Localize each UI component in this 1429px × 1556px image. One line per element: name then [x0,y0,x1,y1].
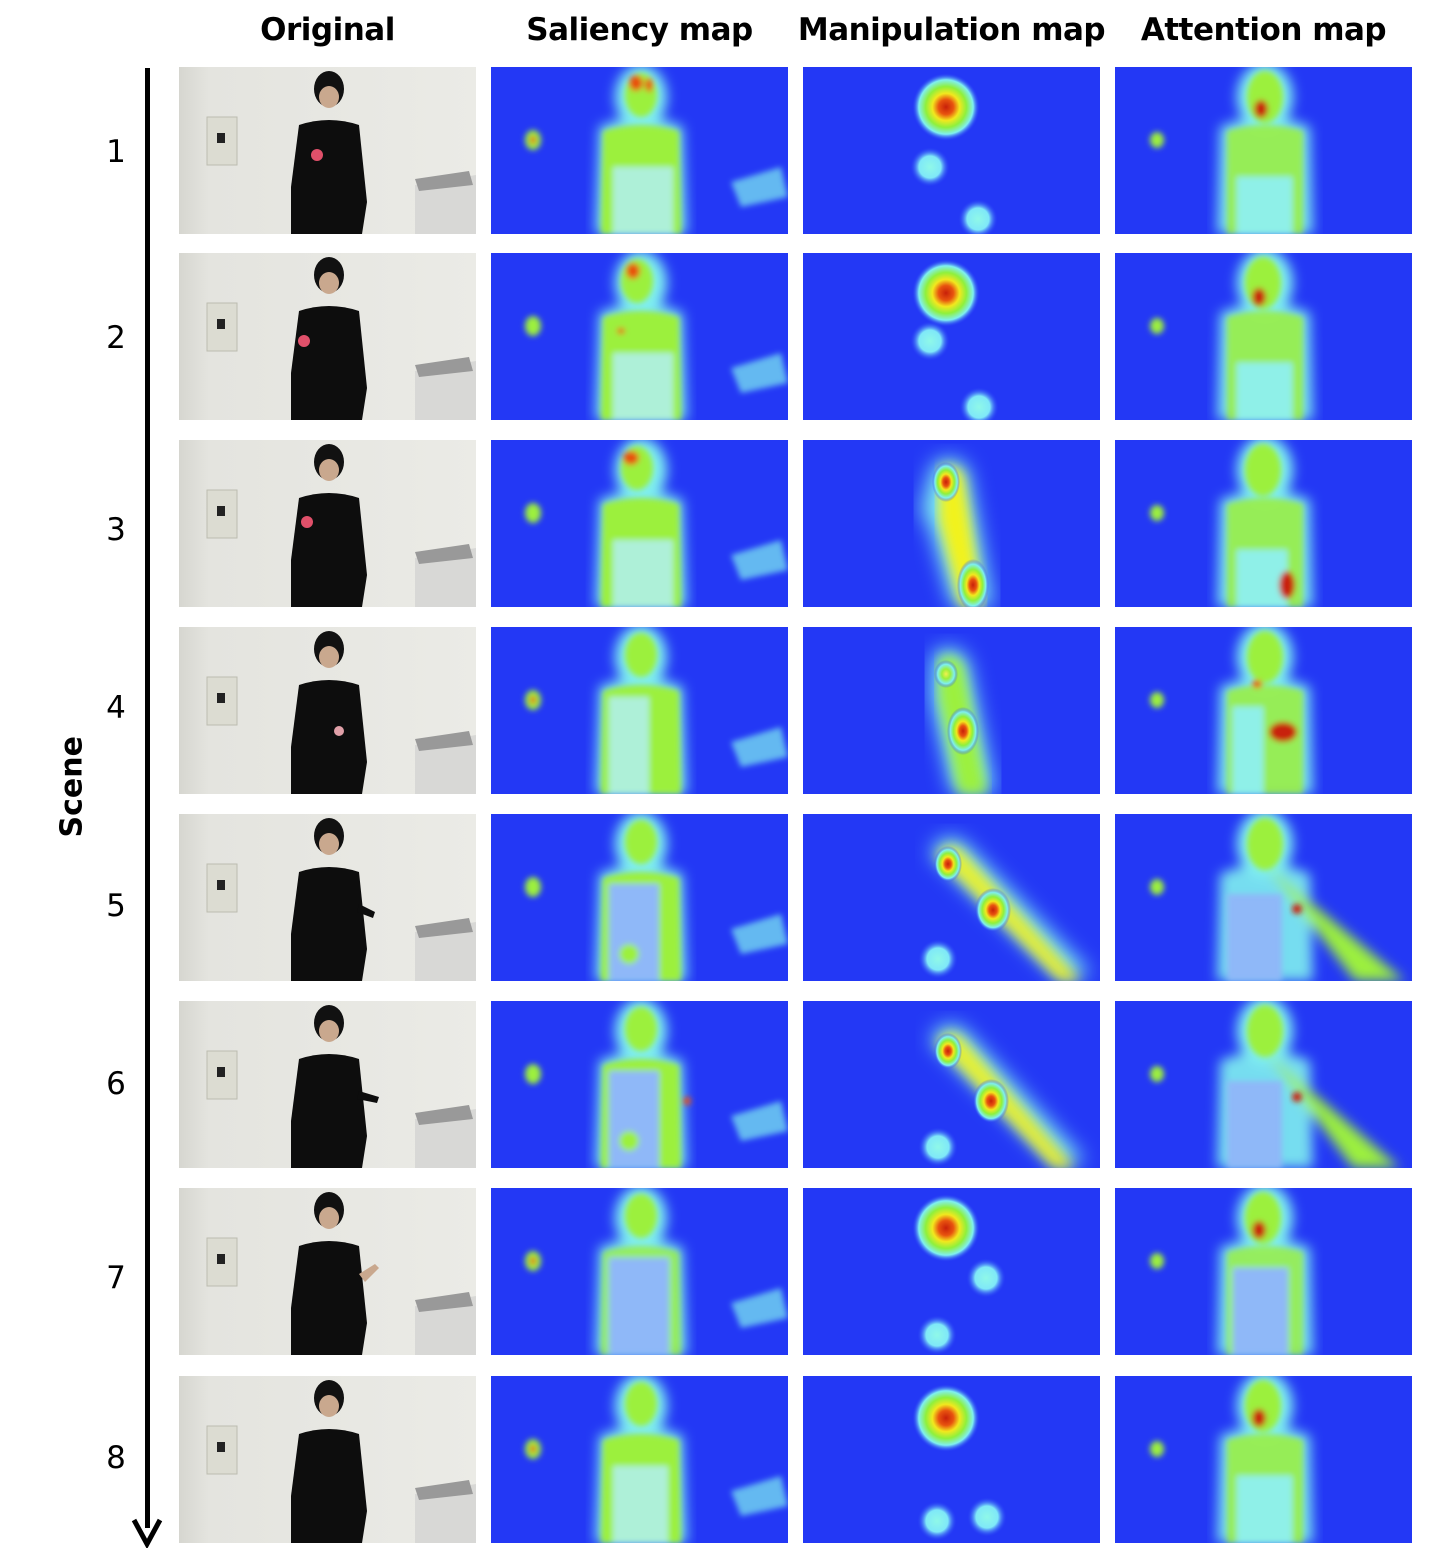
attention-map-scene-4 [1115,627,1412,794]
attention-map-scene-3 [1115,440,1412,607]
saliency-map-scene-6 [491,1001,788,1168]
row-label-4: 4 [106,690,126,726]
manipulation-map-scene-6 [803,1001,1100,1168]
attention-map-scene-1 [1115,67,1412,234]
saliency-map-scene-8 [491,1376,788,1543]
attention-map-scene-5 [1115,814,1412,981]
row-label-3: 3 [106,512,126,548]
original-image-scene-4 [179,627,476,794]
scene-axis-line [145,68,150,1528]
attention-map-scene-8 [1115,1376,1412,1543]
attention-map-scene-2 [1115,253,1412,420]
row-label-8: 8 [106,1440,126,1476]
manipulation-map-scene-4 [803,627,1100,794]
saliency-map-scene-7 [491,1188,788,1355]
saliency-map-scene-3 [491,440,788,607]
original-image-scene-8 [179,1376,476,1543]
saliency-map-scene-1 [491,67,788,234]
saliency-map-scene-4 [491,627,788,794]
original-image-scene-2 [179,253,476,420]
original-image-scene-6 [179,1001,476,1168]
attention-map-scene-7 [1115,1188,1412,1355]
original-image-scene-3 [179,440,476,607]
original-image-scene-1 [179,67,476,234]
original-image-scene-7 [179,1188,476,1355]
row-label-7: 7 [106,1260,126,1296]
original-image-scene-5 [179,814,476,981]
manipulation-map-scene-2 [803,253,1100,420]
column-header-attention-map: Attention map [1140,12,1387,48]
scene-axis-title: Scene [54,736,90,838]
row-label-2: 2 [106,320,126,356]
attention-map-scene-6 [1115,1001,1412,1168]
manipulation-map-scene-7 [803,1188,1100,1355]
row-label-5: 5 [106,888,126,924]
column-header-original: Original [260,12,395,48]
manipulation-map-scene-3 [803,440,1100,607]
arrow-down-icon [131,1518,163,1548]
column-header-saliency-map: Saliency map [526,12,753,48]
manipulation-map-scene-8 [803,1376,1100,1543]
saliency-map-scene-5 [491,814,788,981]
row-label-6: 6 [106,1066,126,1102]
row-label-1: 1 [106,134,126,170]
manipulation-map-scene-1 [803,67,1100,234]
manipulation-map-scene-5 [803,814,1100,981]
saliency-map-scene-2 [491,253,788,420]
column-header-manipulation-map: Manipulation map [797,12,1106,48]
